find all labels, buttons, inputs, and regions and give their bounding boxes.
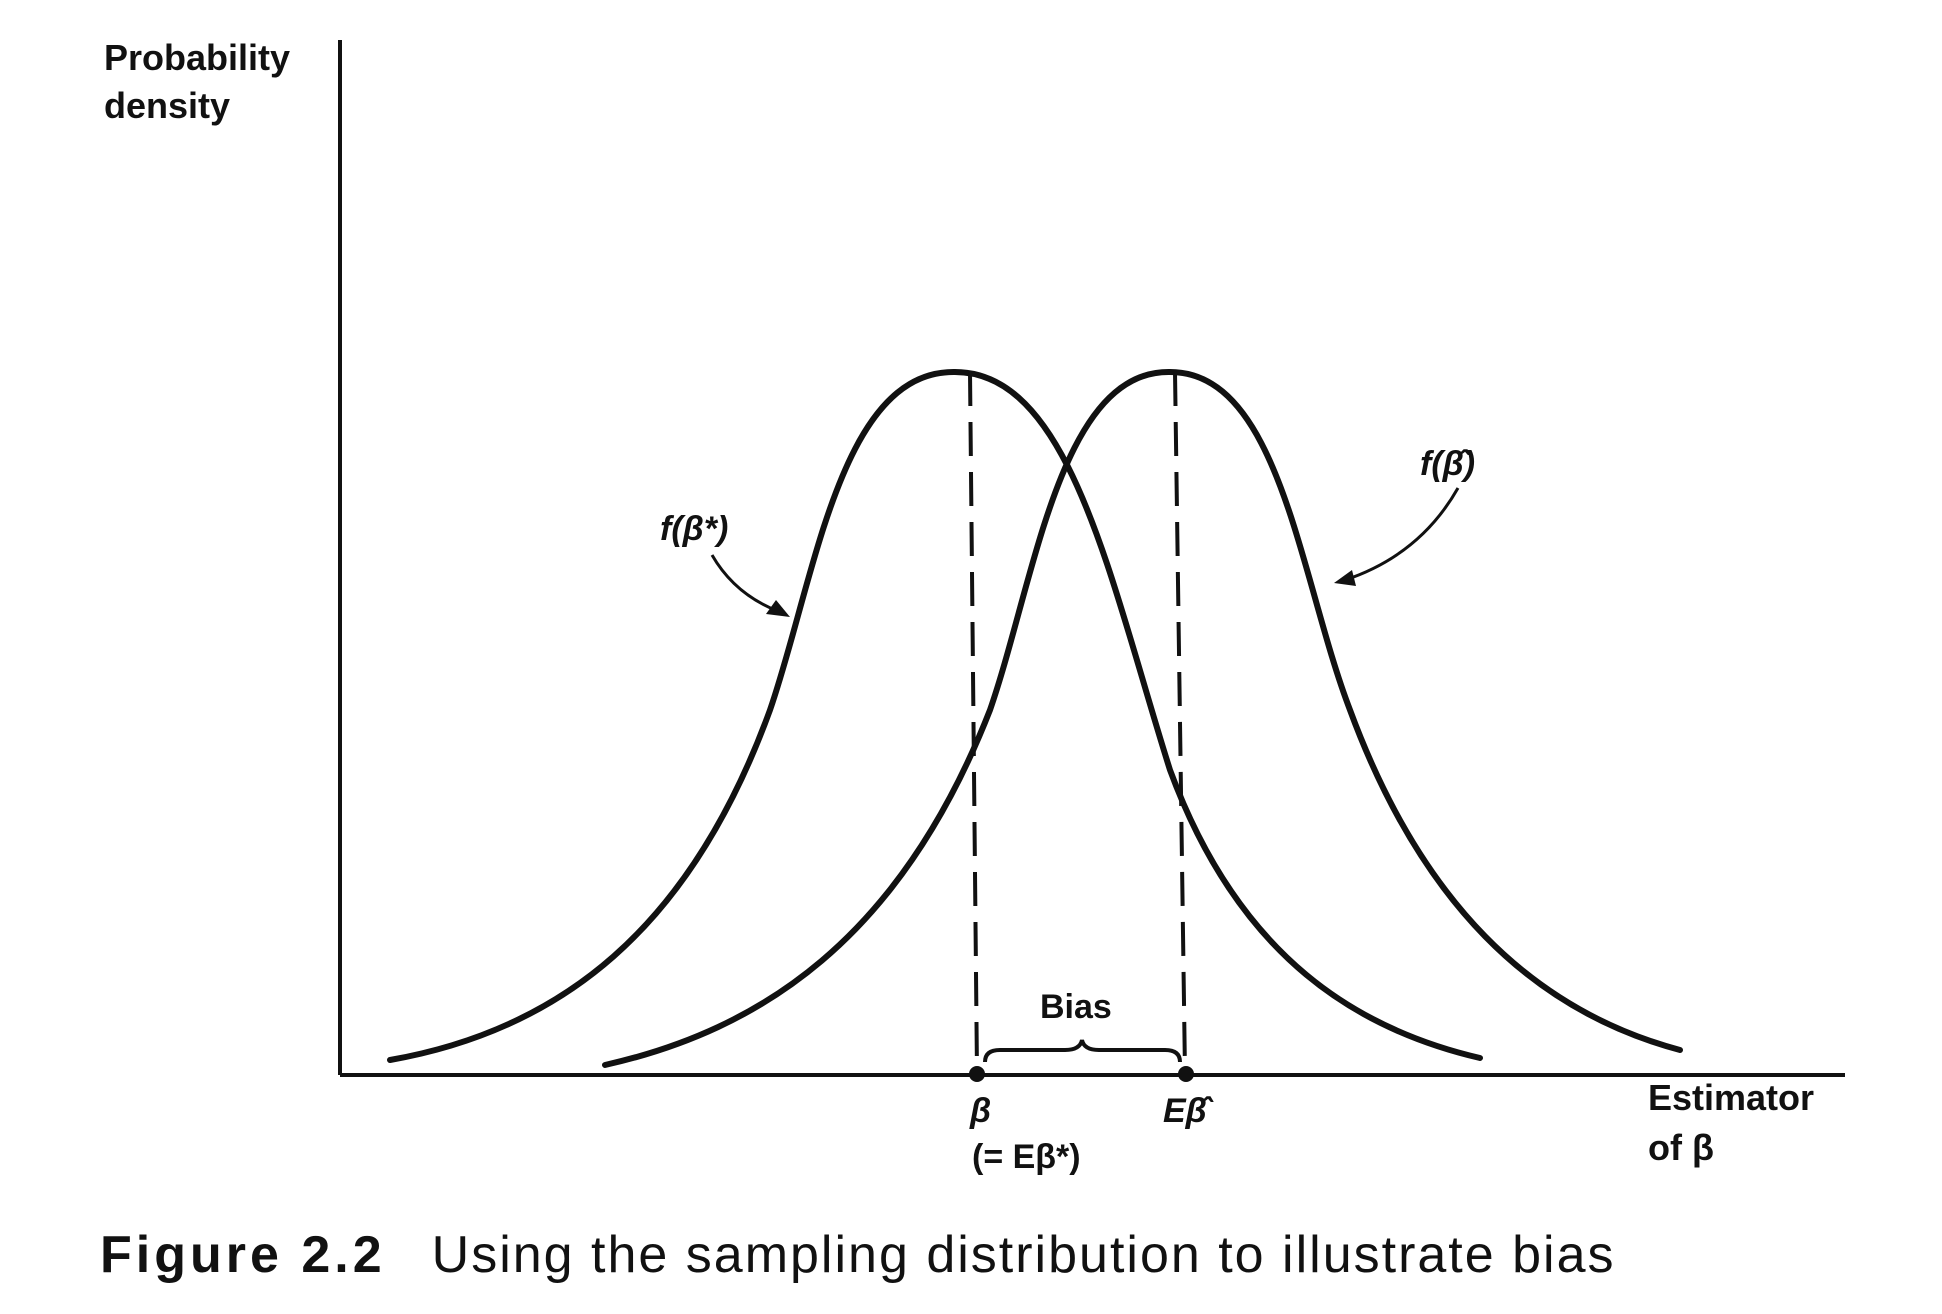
curve-label-f-beta-hat: f(β̂) xyxy=(1420,445,1475,483)
figure-caption: Figure 2.2 Using the sampling distributio… xyxy=(100,1225,1616,1285)
tick-label-beta: β xyxy=(969,1092,991,1130)
curve-label-f-beta-star: f(β*) xyxy=(660,510,728,548)
arrow-f-beta-hat xyxy=(1344,487,1460,582)
arrow-head-left xyxy=(766,600,790,617)
y-axis-label-line1: Probability xyxy=(104,37,290,78)
bias-label: Bias xyxy=(1040,988,1112,1026)
arrow-f-beta-star xyxy=(710,554,781,614)
e-beta-hat-dashed-line xyxy=(1173,371,1187,1074)
figure-number: Figure 2.2 xyxy=(100,1226,386,1284)
bias-brace xyxy=(983,1039,1182,1063)
x-axis-label-line1: Estimator xyxy=(1648,1077,1814,1118)
figure-caption-text: Using the sampling distribution to illus… xyxy=(431,1226,1616,1284)
curve-f-beta-star xyxy=(387,368,1483,1063)
beta-point xyxy=(969,1066,985,1082)
e-beta-hat-point xyxy=(1178,1066,1194,1082)
beta-dashed-line xyxy=(968,371,979,1074)
y-axis-label-line2: density xyxy=(104,85,230,126)
x-axis-label-line2: of β xyxy=(1648,1127,1714,1168)
curve-f-beta-hat xyxy=(602,368,1683,1068)
tick-label-beta-note: (= Eβ*) xyxy=(972,1138,1081,1176)
arrow-head-right xyxy=(1334,570,1356,586)
tick-label-e-beta-hat: Eβ̂ xyxy=(1163,1092,1214,1130)
